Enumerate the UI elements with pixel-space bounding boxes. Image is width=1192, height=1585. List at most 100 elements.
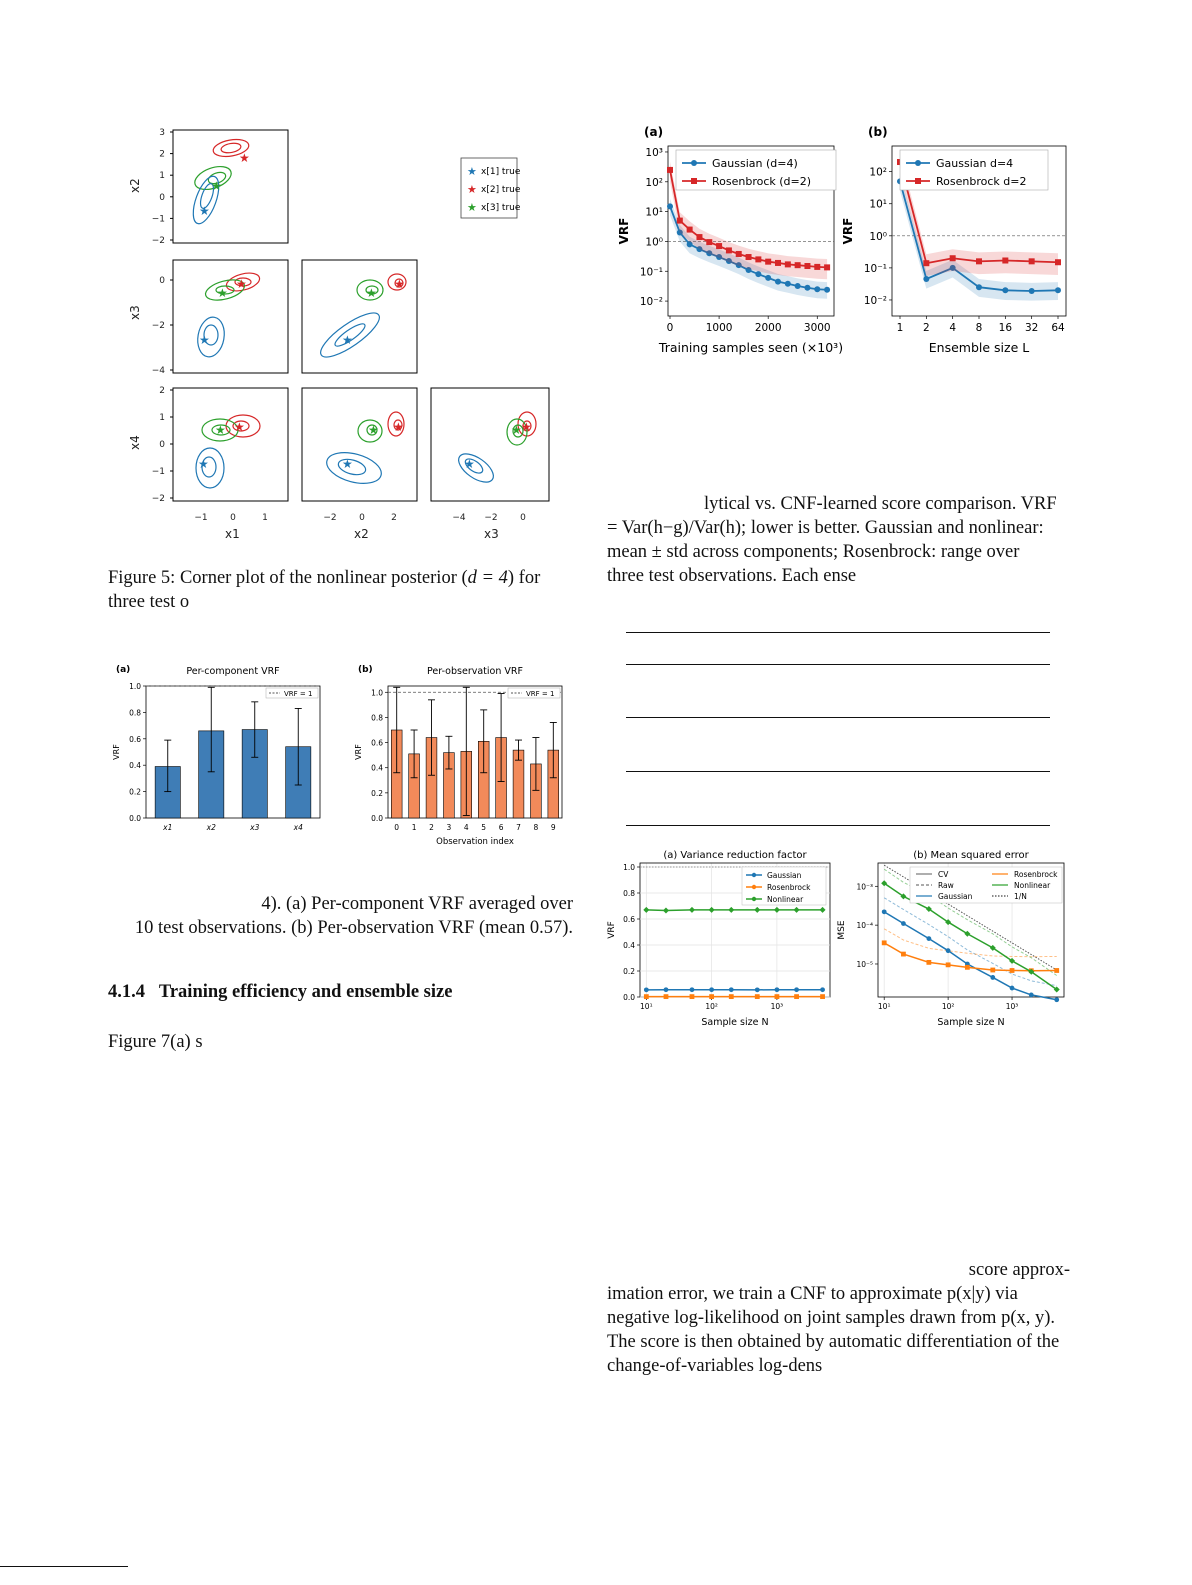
svg-text:★: ★ (394, 277, 405, 291)
series-marker (773, 906, 780, 913)
legend-obs3: x[3] true (481, 203, 521, 213)
corner-xtick: 0 (359, 513, 365, 523)
series-marker (1002, 257, 1009, 264)
para-line3: negative log-likelihood on joint samples… (607, 1308, 1056, 1328)
series-marker (1054, 968, 1060, 973)
cnf-paragraph: score approx- imation error, we train a … (607, 1258, 1070, 1378)
xlabel: Ensemble size L (929, 340, 1029, 355)
svg-text:★: ★ (393, 420, 404, 434)
series-marker (735, 262, 742, 269)
figure8b-chart: (b) Mean squared error 10¹ 10² 10³ 10⁻³ 10⁻⁴ 1… (837, 850, 1065, 1028)
ytick-label: 0.2 (623, 967, 635, 976)
star-obs1-icon: ★ (199, 204, 210, 218)
series-marker (819, 906, 826, 913)
legend-label: Gaussian d=4 (936, 157, 1013, 170)
series-marker (804, 263, 811, 270)
svg-text:★: ★ (236, 277, 247, 291)
series-marker (794, 283, 801, 290)
legend-marker (691, 178, 697, 184)
ytick-label: 0.4 (371, 764, 383, 773)
xtick-label: 10¹ (640, 1002, 653, 1011)
ytick-label: 10⁰ (645, 236, 663, 248)
figure5-caption-suffix: ) for (507, 568, 541, 588)
ytick-label: 10⁻² (640, 296, 663, 308)
panel-x3-x2: ★ ★ ★ (301, 259, 418, 374)
legend-label: CV (938, 870, 949, 879)
series-marker (784, 261, 791, 268)
section-number: 4.1.4 (108, 982, 145, 1002)
figure5-caption-math: d = 4 (467, 568, 508, 588)
panel-x4-x2: ★ ★ ★ (301, 387, 418, 502)
plot-frame (667, 145, 835, 317)
series-marker (881, 909, 887, 915)
xtick-label: 8 (976, 322, 983, 334)
table-rule-header (626, 664, 1050, 665)
svg-text:★: ★ (198, 457, 209, 471)
corner-ytick: −2 (152, 236, 165, 246)
series-marker (784, 280, 791, 287)
series-marker (774, 987, 780, 993)
series-band (900, 173, 1058, 301)
ytick-label: 10⁻⁵ (856, 960, 873, 969)
corner-ytick: 0 (159, 440, 165, 450)
ytick-label: 10⁻⁴ (856, 921, 873, 930)
legend: Gaussian Rosenbrock Nonlinear (741, 866, 827, 906)
corner-ytick: 1 (159, 171, 165, 181)
xtick-label: 5 (481, 823, 486, 832)
chart-title: Per-observation VRF (427, 666, 523, 677)
xtick-label: x2 (206, 823, 216, 832)
series-marker (754, 987, 760, 993)
xlabel-x3: x3 (484, 527, 499, 541)
legend-marker (751, 884, 757, 890)
corner-ytick: 2 (159, 386, 165, 396)
svg-text:★: ★ (342, 333, 353, 347)
series-marker (1054, 997, 1060, 1003)
ytick-label: 0.6 (623, 915, 635, 924)
xtick-label: 2000 (755, 322, 782, 334)
footnote-rule (0, 1566, 128, 1567)
corner-ytick: −1 (152, 214, 165, 224)
series-marker (804, 284, 811, 291)
ytick-label: 10⁻³ (856, 882, 873, 891)
legend-label: Nonlinear (1014, 881, 1051, 890)
figure8a-chart: (a) Variance reduction factor 10¹ 10² 10³ 0.… (607, 850, 831, 1028)
xtick-label: x3 (249, 823, 259, 832)
legend-label: VRF = 1 (526, 690, 554, 698)
corner-ytick: 1 (159, 413, 165, 423)
series-marker (1028, 992, 1034, 998)
series-marker (716, 243, 723, 250)
series-marker (725, 258, 732, 265)
series-marker (709, 994, 715, 1000)
series-marker (689, 994, 695, 1000)
series-marker (964, 930, 971, 937)
ytick-label: 0.2 (371, 789, 383, 798)
series-marker (949, 264, 956, 271)
ylabel: MSE (837, 920, 847, 939)
ytick-label: 0.8 (129, 708, 141, 717)
series-marker (1055, 259, 1061, 266)
corner-ytick: −1 (152, 467, 165, 477)
ytick-label: 10¹ (869, 199, 887, 211)
series-marker (643, 987, 649, 993)
xlabel: Training samples seen (×10³) (658, 340, 843, 355)
series-marker (725, 247, 732, 254)
series-marker (926, 936, 932, 942)
series-marker (688, 906, 695, 913)
fig7-reference-text: Figure 7(a) s (108, 1032, 203, 1052)
series-marker (945, 948, 951, 954)
series-marker (686, 226, 693, 233)
figure5-corner-plot: ★ ★ ★ x2 ★ x[1] true ★ x[2] true ★ x[3] … (128, 128, 550, 541)
svg-text:★: ★ (467, 183, 477, 196)
series-marker (755, 256, 762, 263)
corner-xtick: 2 (391, 513, 397, 523)
series-marker (709, 987, 715, 993)
xtick-label: 64 (1051, 322, 1065, 334)
panel-x4-x1: ★ ★ ★ (172, 387, 289, 502)
series-marker (728, 906, 735, 913)
series-marker (728, 994, 734, 1000)
ytick-label: 1.0 (623, 863, 635, 872)
corner-xtick: −2 (484, 513, 497, 523)
xtick-label: x1 (162, 823, 172, 832)
xtick-label: 1000 (706, 322, 733, 334)
series-marker (794, 262, 801, 269)
